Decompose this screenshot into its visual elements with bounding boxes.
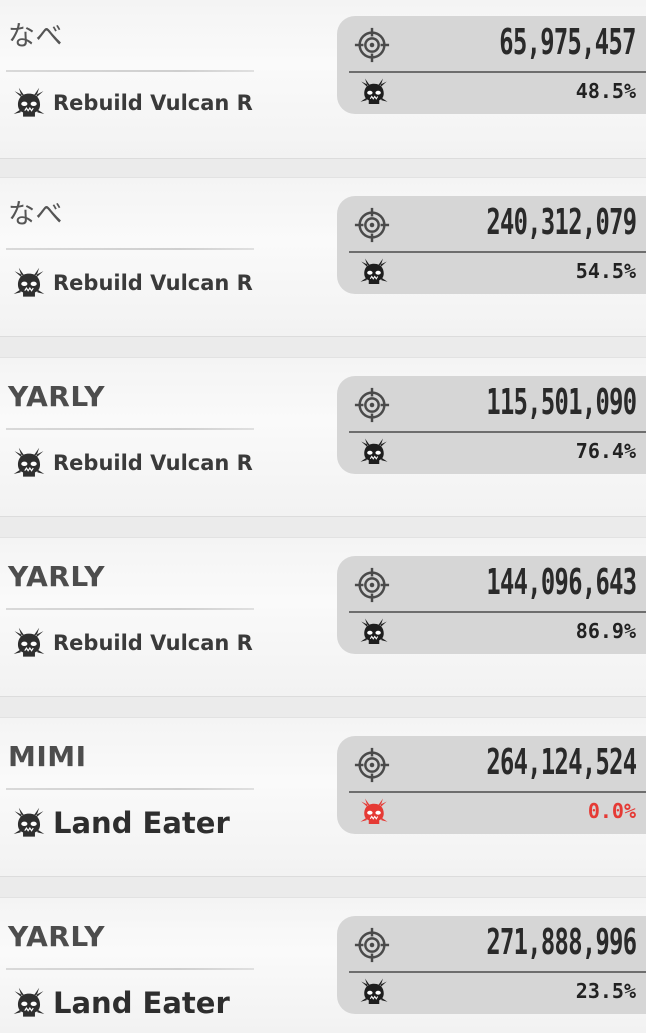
player-name: なべ	[8, 199, 63, 230]
boss-name: Rebuild Vulcan R	[53, 631, 253, 655]
row-divider	[6, 788, 254, 790]
damage-percent: 0.0%	[587, 799, 636, 823]
crosshair-target-icon	[353, 566, 391, 604]
ranking-row[interactable]: なべ Rebuild Vulcan R 65,975,457 48.5%	[0, 0, 646, 158]
player-name: YARLY	[8, 380, 106, 413]
score-value: 115,501,090	[485, 382, 637, 423]
score-value: 65,975,457	[499, 22, 637, 63]
boss-name: Land Eater	[53, 806, 230, 840]
demon-skull-icon	[12, 626, 46, 660]
row-divider	[6, 608, 254, 610]
score-panel: 144,096,643 86.9%	[337, 556, 646, 654]
crosshair-target-icon	[353, 26, 391, 64]
demon-skull-icon	[12, 446, 46, 480]
player-name: YARLY	[8, 560, 106, 593]
score-value: 144,096,643	[485, 562, 637, 603]
demon-skull-icon	[359, 977, 389, 1007]
damage-percent: 48.5%	[575, 79, 636, 103]
player-name: YARLY	[8, 920, 106, 953]
crosshair-target-icon	[353, 206, 391, 244]
demon-skull-icon	[359, 77, 389, 107]
damage-percent: 86.9%	[575, 619, 636, 643]
boss-name: Rebuild Vulcan R	[53, 271, 253, 295]
ranking-row[interactable]: YARLY Rebuild Vulcan R 144,096,643 86.9%	[0, 538, 646, 696]
score-panel: 271,888,996 23.5%	[337, 916, 646, 1014]
panel-divider	[349, 611, 646, 613]
score-value: 264,124,524	[485, 742, 637, 783]
player-name: なべ	[8, 21, 63, 52]
panel-divider	[349, 71, 646, 73]
score-value: 240,312,079	[485, 202, 637, 243]
crosshair-target-icon	[353, 926, 391, 964]
demon-skull-icon	[359, 437, 389, 467]
score-panel: 240,312,079 54.5%	[337, 196, 646, 294]
panel-divider	[349, 251, 646, 253]
row-divider	[6, 428, 254, 430]
crosshair-target-icon	[353, 746, 391, 784]
demon-skull-icon	[12, 986, 46, 1020]
damage-percent: 54.5%	[575, 259, 636, 283]
demon-skull-icon	[359, 257, 389, 287]
panel-divider	[349, 791, 646, 793]
boss-name: Rebuild Vulcan R	[53, 451, 253, 475]
demon-skull-icon	[12, 86, 46, 120]
panel-divider	[349, 431, 646, 433]
ranking-row[interactable]: YARLY Rebuild Vulcan R 115,501,090 76.4%	[0, 358, 646, 516]
ranking-row[interactable]: YARLY Land Eater 271,888,996 23.5%	[0, 898, 646, 1033]
damage-percent: 23.5%	[575, 979, 636, 1003]
ranking-row[interactable]: なべ Rebuild Vulcan R 240,312,079 54.5%	[0, 178, 646, 336]
demon-skull-icon	[359, 797, 389, 827]
score-panel: 264,124,524 0.0%	[337, 736, 646, 834]
player-name: MIMI	[8, 740, 87, 773]
row-divider	[6, 968, 254, 970]
crosshair-target-icon	[353, 386, 391, 424]
ranking-row[interactable]: MIMI Land Eater 264,124,524 0.0%	[0, 718, 646, 876]
row-divider	[6, 248, 254, 250]
boss-name: Land Eater	[53, 986, 230, 1020]
damage-percent: 76.4%	[575, 439, 636, 463]
row-divider	[6, 70, 254, 72]
demon-skull-icon	[359, 617, 389, 647]
score-value: 271,888,996	[485, 922, 637, 963]
demon-skull-icon	[12, 266, 46, 300]
boss-name: Rebuild Vulcan R	[53, 91, 253, 115]
demon-skull-icon	[12, 806, 46, 840]
panel-divider	[349, 971, 646, 973]
score-panel: 65,975,457 48.5%	[337, 16, 646, 114]
score-panel: 115,501,090 76.4%	[337, 376, 646, 474]
